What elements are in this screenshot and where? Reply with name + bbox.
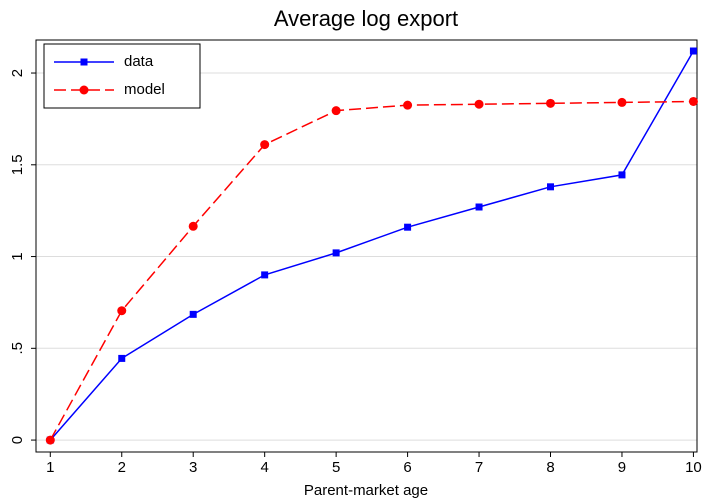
data-point: [474, 99, 484, 109]
x-tick-label: 9: [618, 459, 626, 476]
data-point: [547, 183, 555, 191]
x-axis-label: Parent-market age: [304, 482, 428, 499]
data-point: [189, 310, 197, 318]
data-point: [332, 249, 340, 257]
data-point: [118, 354, 126, 362]
data-point: [546, 98, 556, 108]
x-tick-label: 1: [46, 459, 54, 476]
data-point: [689, 47, 697, 55]
data-point: [617, 97, 627, 107]
data-point: [618, 171, 626, 179]
x-tick-label: 10: [685, 459, 702, 476]
data-point: [475, 203, 483, 211]
plot-frame: [35, 39, 698, 453]
x-tick-label: 6: [403, 459, 411, 476]
data-point: [404, 223, 412, 231]
data-point: [117, 306, 127, 316]
data-point: [331, 106, 341, 116]
legend-marker: [79, 85, 89, 95]
data-point: [45, 435, 55, 445]
y-tick-label: 1: [9, 252, 26, 260]
x-tick-label: 8: [546, 459, 554, 476]
chart-title: Average log export: [274, 6, 458, 31]
data-point: [188, 221, 198, 231]
data-point: [688, 96, 698, 106]
series-line: [49, 100, 694, 441]
legend-marker: [80, 58, 88, 66]
x-tick-label: 7: [475, 459, 483, 476]
data-point: [260, 140, 270, 150]
legend-label: data: [124, 53, 154, 70]
y-tick-label: 1.5: [9, 154, 26, 175]
y-tick-label: .5: [9, 342, 26, 355]
x-tick-label: 2: [118, 459, 126, 476]
series-line: [49, 50, 695, 441]
x-tick-label: 4: [260, 459, 268, 476]
y-tick-label: 0: [9, 436, 26, 444]
x-tick-label: 3: [189, 459, 197, 476]
legend-box: [43, 43, 201, 109]
legend-label: model: [124, 81, 165, 98]
y-tick-label: 2: [9, 69, 26, 77]
x-tick-label: 5: [332, 459, 340, 476]
data-point: [261, 271, 269, 279]
data-point: [403, 100, 413, 110]
